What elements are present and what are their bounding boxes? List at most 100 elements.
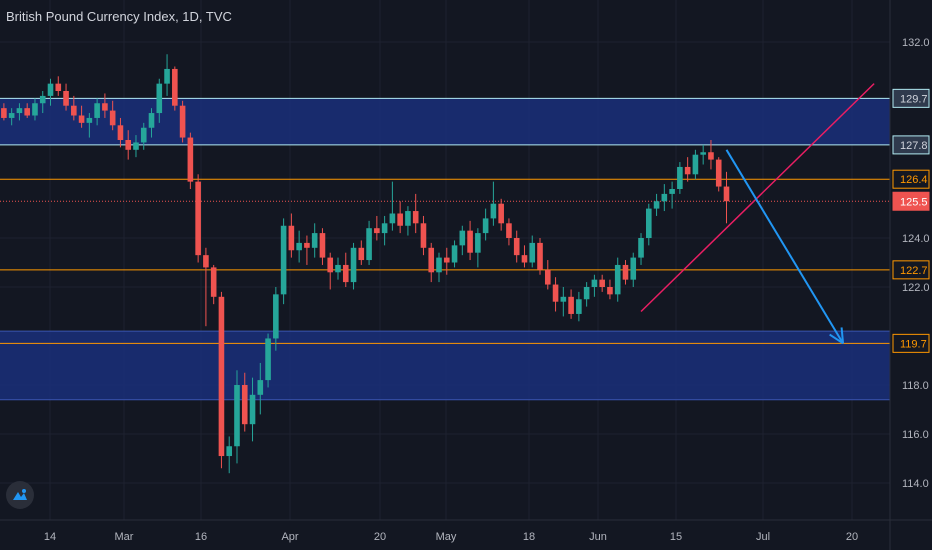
candle-body — [226, 446, 233, 457]
candle-body — [630, 257, 637, 280]
price-tag-label: 126.4 — [900, 174, 928, 186]
candle-body — [187, 137, 194, 182]
candle-body — [296, 242, 302, 251]
candle-body — [506, 223, 512, 238]
candle-body — [203, 255, 209, 268]
candle-body — [218, 296, 225, 457]
candle-body — [669, 189, 675, 194]
tradingview-logo-icon[interactable] — [6, 481, 34, 509]
candle-body — [210, 267, 217, 297]
time-axis-tick-label: May — [436, 531, 457, 543]
candle-body — [241, 385, 248, 425]
price-tag — [892, 260, 930, 280]
price-axis-tick-label: 116.0 — [902, 429, 929, 441]
time-axis-tick-label: Jul — [756, 531, 770, 543]
candle-body — [723, 186, 730, 202]
candle-body — [148, 113, 155, 128]
candle-body — [684, 166, 691, 175]
candle-body — [125, 140, 132, 150]
candle-body — [16, 108, 23, 114]
candle-body — [513, 238, 520, 256]
candle-body — [86, 117, 93, 123]
price-axis-tick-label: 124.0 — [902, 233, 930, 245]
price-tag-label: 125.5 — [900, 196, 928, 208]
candle-body — [653, 201, 660, 209]
price-tag — [892, 88, 930, 108]
candle-body — [544, 269, 551, 285]
time-axis-tick-label: 20 — [374, 531, 386, 543]
candle-body — [288, 225, 295, 251]
price-tag-label: 122.7 — [900, 265, 928, 277]
candle-body — [576, 299, 582, 314]
price-tag — [892, 135, 930, 155]
candle-body — [195, 181, 201, 256]
candle-body — [467, 230, 473, 253]
candle-body — [335, 264, 341, 273]
price-axis-tick-label: 122.0 — [902, 282, 930, 294]
candle-body — [498, 203, 504, 224]
price-tag — [892, 333, 930, 353]
candle-body — [715, 159, 722, 187]
candle-body — [568, 296, 574, 314]
candle-body — [32, 103, 38, 116]
candle-body — [234, 385, 240, 447]
candle-body — [708, 152, 714, 160]
candle-body — [140, 127, 147, 143]
price-axis-tick-label: 118.0 — [902, 380, 929, 392]
price-tag-label: 129.7 — [900, 93, 928, 105]
candle-body — [482, 218, 489, 234]
candle-body — [381, 223, 388, 234]
candle-body — [552, 284, 559, 302]
time-axis-tick-label: 18 — [523, 531, 535, 543]
candle-body — [1, 108, 7, 118]
support-resistance-zone — [0, 331, 890, 400]
candle-body — [156, 83, 163, 114]
candle-body — [443, 257, 450, 263]
candle-body — [389, 213, 396, 224]
price-tag — [892, 191, 930, 211]
forecast-arrow-head — [840, 327, 845, 344]
candle-body — [583, 287, 590, 300]
chart-title: British Pound Currency Index, 1D, TVC — [6, 9, 232, 24]
candle-body — [257, 380, 264, 395]
candle-body — [560, 296, 567, 302]
candle-body — [374, 228, 380, 234]
candle-body — [436, 257, 442, 273]
candle-body — [55, 83, 62, 91]
price-tag-label: 127.8 — [900, 140, 928, 152]
candle-body — [172, 68, 178, 106]
candle-body — [78, 115, 85, 123]
candle-body — [304, 242, 310, 248]
candle-body — [537, 242, 543, 270]
candle-body — [47, 83, 54, 96]
candle-body — [265, 338, 271, 381]
candle-body — [420, 223, 427, 248]
candle-body — [645, 208, 652, 238]
candle-body — [133, 142, 139, 150]
price-axis-tick-label: 114.0 — [902, 478, 929, 490]
candle-body — [692, 154, 699, 175]
candle-body — [8, 113, 15, 118]
candle-body — [622, 264, 629, 280]
candle-body — [358, 247, 365, 261]
candle-body — [591, 279, 598, 287]
candle-body — [249, 394, 256, 425]
candle-body — [451, 245, 458, 263]
candle-body — [529, 242, 536, 263]
time-axis-tick-label: Apr — [281, 531, 298, 543]
time-axis-tick-label: Mar — [115, 531, 134, 543]
candle-body — [638, 238, 644, 258]
candle-body — [459, 230, 466, 246]
price-tag — [892, 169, 930, 189]
candle-body — [179, 105, 186, 138]
candle-body — [614, 264, 621, 295]
trend-line — [640, 83, 875, 313]
candle-body — [71, 105, 77, 116]
time-axis-tick-label: 14 — [44, 531, 56, 543]
candle-body — [700, 152, 706, 155]
candle-body — [327, 257, 334, 273]
candle-body — [521, 255, 528, 263]
candle-body — [94, 103, 100, 118]
